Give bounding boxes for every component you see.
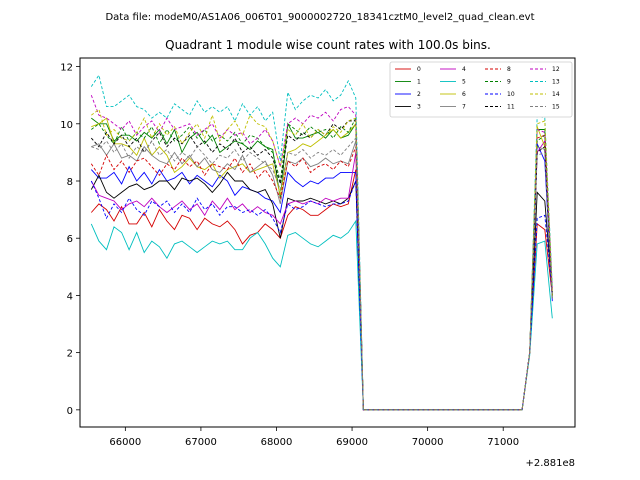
x-tick-label: 67000 <box>185 437 217 448</box>
chart-suptitle: Data file: modeM0/AS1A06_006T01_90000027… <box>105 12 534 23</box>
series-line-5 <box>90 219 553 411</box>
x-offset-label: +2.881e8 <box>525 458 575 469</box>
series-line-10 <box>90 180 553 411</box>
plot-area <box>90 74 553 411</box>
x-tick-label: 71000 <box>487 437 519 448</box>
y-tick-label: 2 <box>67 349 73 360</box>
legend-label-0: 0 <box>417 66 421 73</box>
series-line-11 <box>90 120 553 411</box>
legend-label-15: 15 <box>552 104 560 111</box>
legend-label-10: 10 <box>507 91 515 98</box>
y-tick-label: 8 <box>67 177 73 188</box>
y-tick-label: 6 <box>67 234 73 245</box>
legend-label-1: 1 <box>417 79 421 86</box>
series-line-0 <box>90 169 553 411</box>
legend-label-6: 6 <box>462 91 466 98</box>
y-tick-label: 10 <box>60 120 73 131</box>
legend-label-13: 13 <box>552 79 560 86</box>
plot-frame <box>79 57 576 428</box>
y-axis: 0 2 4 6 8 10 12 <box>60 63 80 417</box>
legend-label-7: 7 <box>462 104 466 111</box>
legend-label-11: 11 <box>507 104 515 111</box>
legend-label-12: 12 <box>552 66 560 73</box>
legend-label-14: 14 <box>552 91 560 98</box>
legend-label-4: 4 <box>462 66 466 73</box>
chart-title: Quadrant 1 module wise count rates with … <box>165 38 491 52</box>
y-tick-label: 4 <box>67 291 73 302</box>
legend-label-5: 5 <box>462 79 466 86</box>
legend-label-8: 8 <box>507 66 511 73</box>
x-axis: 66000 67000 68000 69000 70000 71000 <box>109 427 519 448</box>
series-line-2 <box>90 143 553 411</box>
legend-box <box>389 61 573 118</box>
series-line-15 <box>91 136 553 411</box>
x-tick-label: 69000 <box>336 437 368 448</box>
y-tick-label: 12 <box>60 63 73 74</box>
legend-label-3: 3 <box>417 104 421 111</box>
y-tick-label: 0 <box>67 406 73 417</box>
series-line-12 <box>90 95 553 411</box>
x-tick-label: 66000 <box>109 437 141 448</box>
x-tick-label: 68000 <box>261 437 293 448</box>
series-line-8 <box>90 134 553 411</box>
legend-label-9: 9 <box>507 79 511 86</box>
x-tick-label: 70000 <box>412 437 444 448</box>
legend-label-2: 2 <box>417 91 421 98</box>
